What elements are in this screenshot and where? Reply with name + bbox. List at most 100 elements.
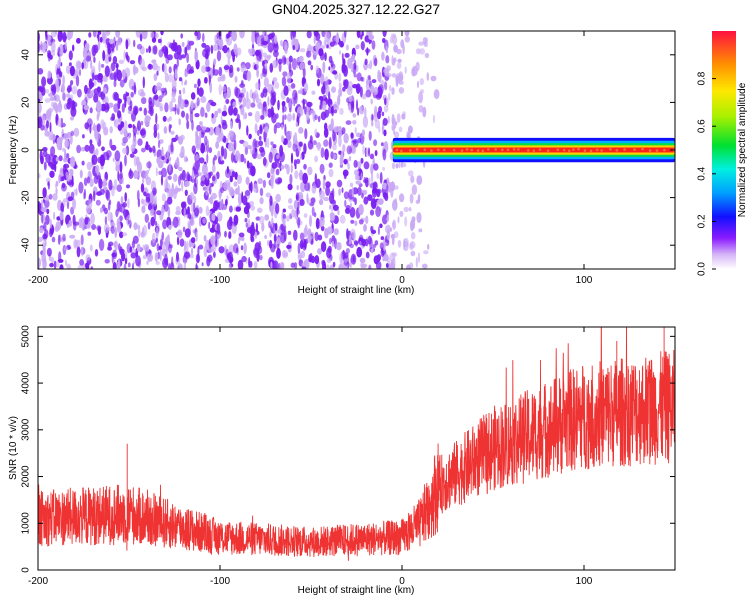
signal-band-dot (633, 148, 636, 151)
noise-blob (213, 44, 218, 52)
noise-blob (177, 136, 184, 145)
noise-blob (360, 157, 364, 164)
noise-blob (311, 185, 317, 194)
noise-blob (352, 120, 357, 125)
noise-blob (205, 205, 210, 217)
noise-blob (251, 32, 255, 44)
noise-blob (146, 161, 152, 169)
noise-blob (293, 229, 298, 241)
noise-blob (183, 252, 190, 259)
noise-blob (117, 110, 122, 119)
noise-blob (216, 223, 221, 235)
noise-blob (357, 107, 360, 116)
noise-blob (139, 107, 143, 112)
noise-blob (154, 85, 157, 93)
noise-blob (119, 161, 123, 173)
noise-blob (378, 84, 384, 95)
noise-blob (416, 175, 423, 186)
noise-blob (161, 193, 166, 202)
noise-blob (239, 153, 245, 163)
noise-blob (158, 245, 162, 251)
signal-band-dot (501, 148, 504, 152)
noise-blob (299, 154, 303, 161)
noise-blob (115, 62, 119, 69)
noise-blob (259, 254, 263, 261)
noise-blob (80, 146, 86, 152)
noise-blob (262, 60, 265, 67)
noise-blob (56, 138, 63, 151)
noise-blob (290, 83, 296, 89)
noise-blob (127, 198, 130, 209)
noise-blob (282, 102, 285, 114)
noise-blob (153, 123, 158, 134)
noise-blob (62, 233, 66, 241)
noise-blob (417, 194, 421, 203)
noise-blob (210, 235, 216, 246)
noise-blob (91, 154, 98, 165)
noise-blob (51, 31, 57, 38)
noise-blob (417, 80, 419, 89)
noise-blob (103, 151, 109, 161)
noise-blob (189, 111, 194, 124)
noise-blob (351, 145, 357, 155)
noise-blob (102, 50, 106, 62)
noise-blob (182, 87, 186, 95)
noise-blob (45, 177, 51, 183)
noise-blob (382, 117, 388, 126)
noise-blob (272, 77, 278, 83)
noise-blob (419, 48, 426, 55)
noise-blob (262, 52, 268, 58)
noise-blob (104, 65, 110, 78)
noise-blob (147, 109, 154, 114)
noise-blob (353, 73, 357, 78)
noise-blob (362, 115, 369, 128)
noise-blob (275, 168, 280, 176)
noise-blob (221, 110, 228, 117)
noise-blob (211, 113, 214, 119)
noise-blob (292, 31, 296, 39)
noise-blob (161, 46, 165, 52)
noise-blob (141, 147, 146, 153)
noise-blob (123, 120, 128, 131)
noise-blob (270, 96, 276, 106)
noise-blob (278, 61, 282, 72)
noise-blob (38, 116, 43, 129)
noise-blob (161, 146, 164, 158)
noise-blob (178, 118, 181, 126)
noise-blob (147, 221, 151, 230)
noise-blob (339, 154, 343, 166)
noise-blob (287, 140, 292, 149)
noise-blob (110, 62, 116, 72)
noise-blob (404, 31, 410, 37)
noise-blob (125, 39, 129, 50)
noise-blob (114, 72, 118, 81)
noise-blob (261, 222, 265, 232)
noise-blob (88, 32, 92, 38)
noise-blob (109, 138, 113, 149)
noise-blob (360, 172, 363, 181)
noise-blob (242, 195, 248, 206)
noise-blob (348, 156, 352, 162)
noise-blob (83, 177, 88, 186)
noise-blob (326, 247, 332, 259)
noise-blob (309, 215, 312, 227)
noise-blob (199, 121, 202, 126)
noise-blob (333, 126, 339, 133)
noise-blob (63, 133, 69, 141)
noise-blob (70, 116, 74, 121)
noise-blob (396, 113, 401, 123)
noise-blob (253, 261, 258, 269)
noise-blob (373, 139, 378, 147)
noise-blob (40, 206, 47, 213)
noise-blob (184, 240, 187, 251)
noise-blob (386, 184, 389, 195)
noise-blob (369, 237, 373, 250)
noise-blob (377, 198, 384, 206)
noise-blob (128, 123, 133, 129)
noise-blob (174, 159, 180, 169)
signal-band-dot (430, 149, 433, 152)
noise-blob (398, 162, 401, 169)
noise-blob (248, 133, 252, 140)
noise-blob (242, 141, 249, 148)
noise-blob (273, 50, 279, 58)
